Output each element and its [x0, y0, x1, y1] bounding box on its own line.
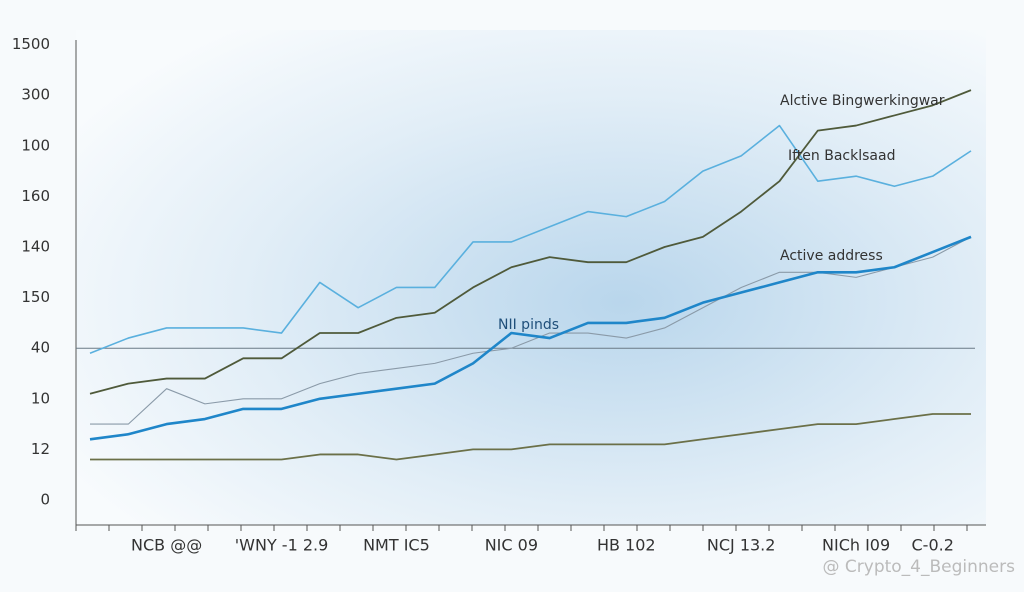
y-tick-label: 100 — [21, 136, 50, 154]
y-tick-label: 12 — [31, 440, 50, 458]
annotation: Iften Backlsaad — [788, 148, 895, 164]
x-tick-label: NCB @@ — [131, 536, 202, 555]
annotation: Active address — [780, 248, 883, 264]
series-line — [89, 235, 972, 441]
y-tick-label: 140 — [21, 238, 50, 256]
y-tick-label: 0 — [40, 491, 50, 509]
series-line — [90, 413, 971, 461]
y-tick-label: 150 — [21, 288, 50, 306]
y-tick-label: 10 — [31, 389, 50, 407]
annotation: Alctive Bingwerkingwar — [780, 93, 945, 109]
x-tick-label: C-0.2 — [912, 536, 954, 555]
y-tick-label: 160 — [21, 187, 50, 205]
x-tick-label: HB 102 — [597, 536, 656, 555]
x-tick-label: NMT IC5 — [363, 536, 430, 555]
series-line — [89, 124, 972, 355]
x-tick-label: NICh I09 — [822, 536, 890, 555]
x-tick-label: NCJ 13.2 — [707, 536, 776, 555]
plot-area — [76, 30, 986, 525]
series-line — [89, 89, 972, 395]
y-tick-label: 40 — [31, 339, 50, 357]
y-tick-label: 300 — [21, 86, 50, 104]
annotation: NII pinds — [498, 317, 559, 333]
y-tick-label: 1500 — [12, 35, 50, 53]
watermark: @ Crypto_4_Beginners — [823, 557, 1016, 577]
x-tick-label: NIC 09 — [485, 536, 538, 555]
x-tick-label: 'WNY -1 2.9 — [235, 536, 329, 555]
